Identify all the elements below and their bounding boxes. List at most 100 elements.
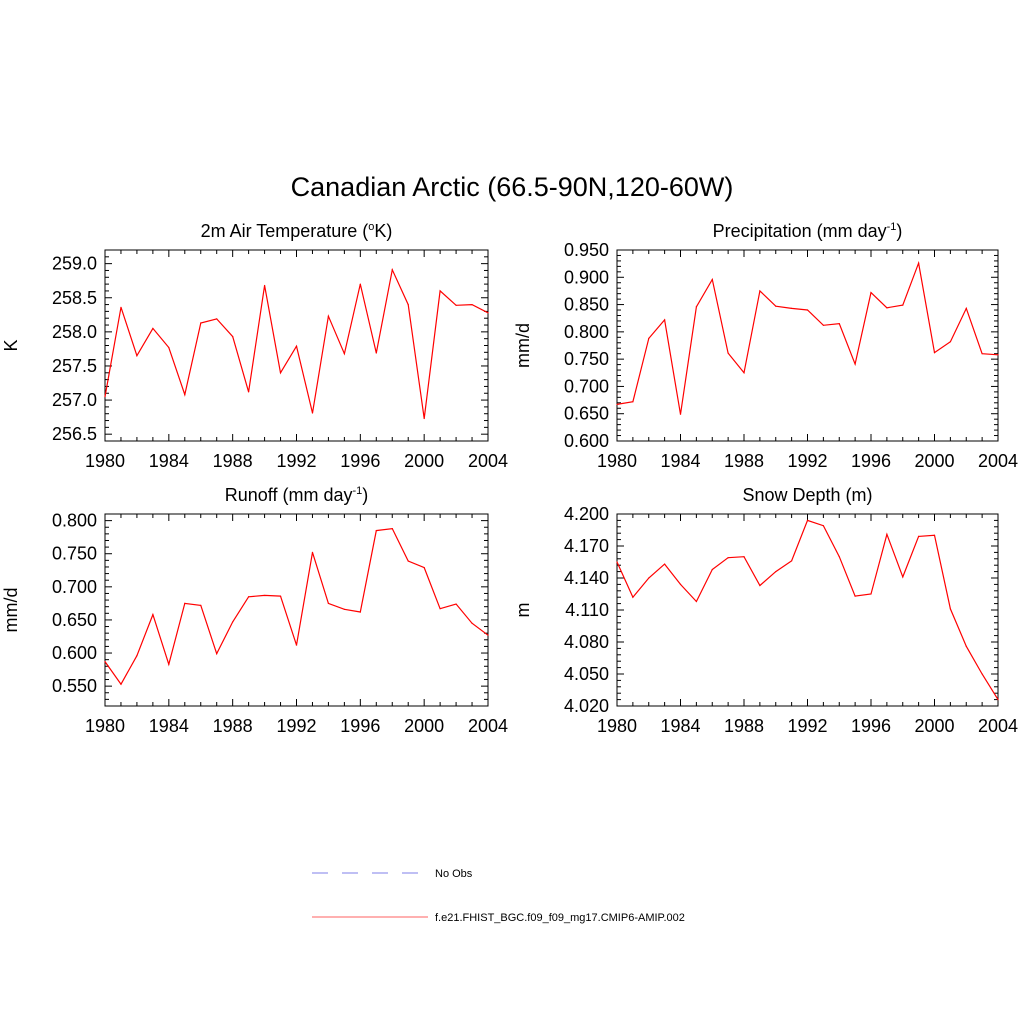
data-point [168,346,170,349]
panel-snow-depth: Snow Depth (m) m 1980 1984 1988 1992 1996 2000 2… [513,485,1018,736]
x-tick-label: 1984 [149,716,189,736]
data-point [327,602,330,604]
data-point [232,621,234,623]
panel-temperature: 2m Air Temperature (oK) K 1980 1984 1988 1992… [1,221,508,471]
data-point [918,535,920,538]
data-point [343,353,345,355]
data-point [136,655,138,657]
x-tick-label: 2000 [404,716,444,736]
data-point [200,604,202,606]
y-tick-label: 0.650 [52,610,97,630]
data-point [854,363,856,365]
data-point [616,403,618,406]
x-tick-label: 1988 [213,716,253,736]
y-tick-label: 4.020 [564,696,609,716]
data-point [375,352,377,354]
plot-frame [616,249,999,442]
data-point [679,583,682,586]
data-point [248,596,250,598]
data-point [439,608,441,610]
y-tick-label: 0.750 [564,349,609,369]
data-point [854,595,856,597]
y-tick-label: 4.140 [564,568,609,588]
x-tick-label: 1992 [787,716,827,736]
data-point [918,262,920,264]
data-point [822,324,824,326]
data-point [407,303,409,306]
x-tick-label: 2000 [914,451,954,471]
data-point [104,396,106,398]
data-point [949,341,951,343]
data-point [933,351,936,354]
x-tick-label: 2000 [404,451,444,471]
panel-title: 2m Air Temperature (oK) [201,221,393,241]
y-tick-label: 0.700 [564,376,609,396]
x-tick-label: 1996 [851,451,891,471]
y-tick-label: 4.170 [564,536,609,556]
y-tick-label: 0.600 [564,431,609,451]
x-tick-label: 2004 [468,451,508,471]
x-tick-label: 1988 [724,716,764,736]
data-point [104,661,106,663]
y-tick-label: 0.700 [52,577,97,597]
data-point [120,306,122,308]
data-point [727,352,729,354]
data-point [279,595,282,597]
data-point [343,608,345,610]
data-point [949,608,951,610]
data-point [216,318,218,320]
data-point [359,283,361,285]
data-point [759,290,761,292]
data-point [648,337,650,340]
data-point [870,593,872,595]
panel-title: Snow Depth (m) [742,485,872,505]
x-tick-label: 1980 [85,716,125,736]
data-point [997,699,999,701]
data-point [711,278,713,281]
plot-frame [104,513,489,707]
data-point [997,354,999,356]
x-tick-label: 2004 [468,716,508,736]
panel-precipitation: Precipitation (mm day-1) mm/d 1980 1984 1988… [513,221,1018,471]
data-point [152,327,154,330]
y-tick-label: 4.110 [565,600,609,620]
data-point [806,309,809,311]
data-point [902,576,904,578]
data-point [743,372,745,374]
data-point [664,563,666,565]
y-axis-label: m [513,603,533,618]
data-point [695,306,697,308]
data-point [200,322,202,324]
data-point [775,305,777,307]
data-point [359,611,361,613]
data-point [216,653,218,655]
data-point [311,412,314,414]
x-tick-label: 1984 [660,716,700,736]
data-point [981,673,983,675]
series-line [104,267,489,419]
data-point [423,417,425,420]
y-tick-label: 257.5 [52,356,97,376]
data-point [791,307,793,309]
data-point [232,336,234,338]
series-line [104,527,489,686]
y-axis-label: mm/d [513,323,533,368]
data-point [120,683,122,685]
y-tick-label: 0.800 [564,322,609,342]
y-tick-label: 0.550 [52,676,97,696]
legend: No Obs f.e21.FHIST_BGC.f09_f09_mg17.CMIP6… [312,868,685,924]
data-point [311,551,314,554]
data-point [616,561,618,563]
data-point [822,525,824,527]
x-tick-label: 1996 [340,716,380,736]
data-point [886,307,888,309]
x-tick-label: 2004 [978,451,1018,471]
x-tick-label: 1984 [660,451,700,471]
data-point [439,290,441,292]
data-point [806,519,809,522]
y-tick-label: 258.5 [52,288,97,308]
data-point [168,663,170,665]
y-tick-label: 4.080 [564,632,609,652]
y-tick-label: 259.0 [52,254,97,274]
